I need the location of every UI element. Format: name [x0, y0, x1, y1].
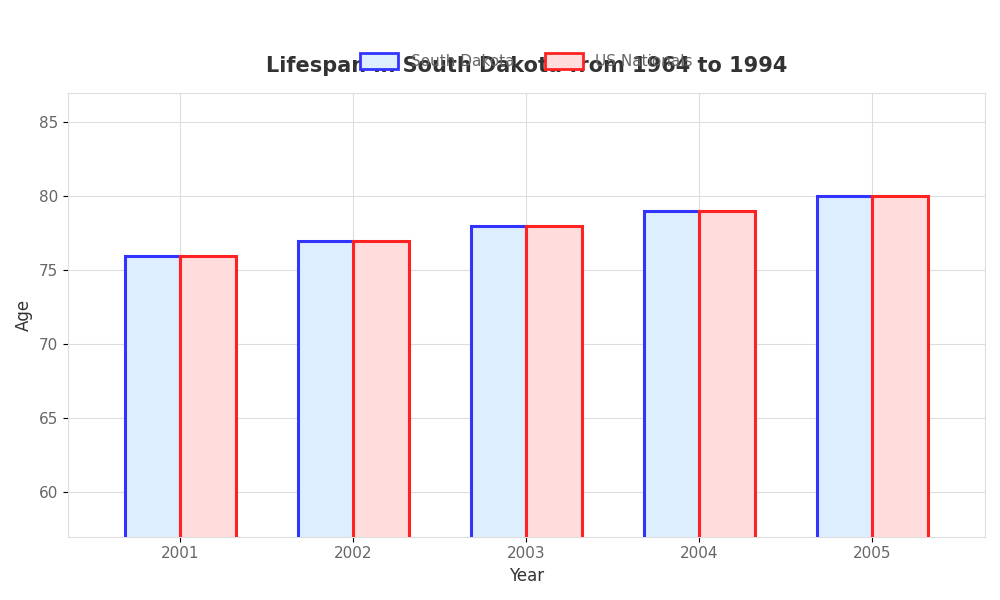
Title: Lifespan in South Dakota from 1964 to 1994: Lifespan in South Dakota from 1964 to 19…	[266, 56, 787, 76]
Bar	[353, 241, 409, 600]
Bar	[298, 241, 353, 600]
Bar	[644, 211, 699, 600]
Bar	[471, 226, 526, 600]
Bar	[125, 256, 180, 600]
Bar	[526, 226, 582, 600]
Bar	[872, 196, 928, 600]
Y-axis label: Age: Age	[15, 299, 33, 331]
Bar	[699, 211, 755, 600]
Bar	[180, 256, 236, 600]
X-axis label: Year: Year	[509, 567, 544, 585]
Legend: South Dakota, US Nationals: South Dakota, US Nationals	[354, 47, 699, 76]
Bar	[817, 196, 872, 600]
